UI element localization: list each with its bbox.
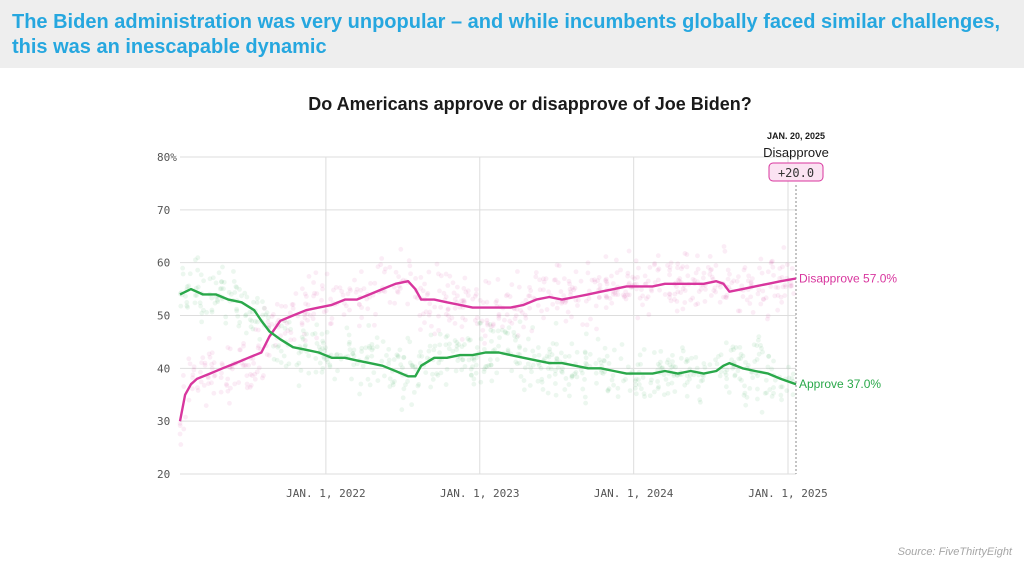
approve-line [179,287,797,386]
x-axis: JAN. 1, 2022 JAN. 1, 2023 JAN. 1, 2024 JAN.… [286,487,828,500]
grid [180,156,797,475]
y-tick-label: 70 [157,204,170,217]
series-labels: Disapprove 57.0% Approve 37.0% [799,272,897,392]
x-tick-label: JAN. 1, 2025 [748,487,827,500]
source-note: Source: FiveThirtyEight [897,546,1012,558]
y-tick-label: 80% [157,151,177,164]
y-tick-label: 50 [157,310,170,323]
callout-label: Disapprove [763,145,829,160]
x-tick-label: JAN. 1, 2024 [594,487,674,500]
x-tick-label: JAN. 1, 2023 [440,487,519,500]
callout-value: +20.0 [778,166,814,180]
chart-title: Do Americans approve or disapprove of Jo… [308,94,751,114]
series-lines [178,277,797,422]
approve-end-label: Approve 37.0% [799,377,881,391]
y-axis: 80% 70 60 50 40 30 20 [157,151,177,481]
disapprove-poll-dots [177,244,797,447]
headline: The Biden administration was very unpopu… [12,11,1001,58]
y-tick-label: 20 [157,468,170,481]
y-tick-label: 30 [157,415,170,428]
disapprove-line [178,277,797,422]
headline-banner: The Biden administration was very unpopu… [0,0,1024,68]
callout-date: JAN. 20, 2025 [767,131,825,141]
callout-badge [768,162,824,182]
y-tick-label: 60 [157,257,170,270]
y-tick-label: 40 [157,362,170,375]
disapprove-end-label: Disapprove 57.0% [799,272,897,286]
poll-scatter [177,244,797,447]
end-date-callout: JAN. 20, 2025 Disapprove +20.0 [763,131,829,182]
x-tick-label: JAN. 1, 2022 [286,487,365,500]
